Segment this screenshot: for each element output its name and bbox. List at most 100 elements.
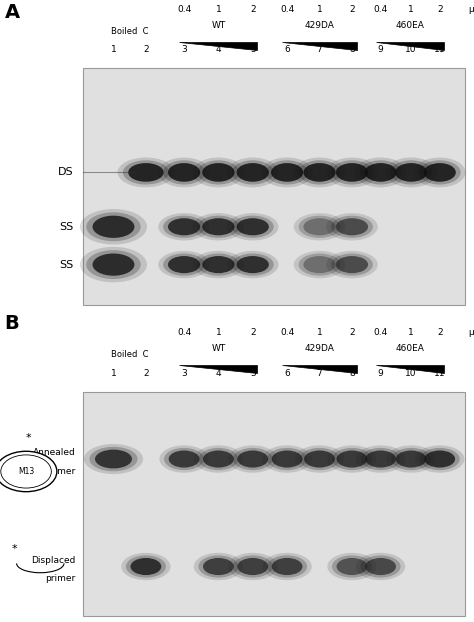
- Ellipse shape: [130, 558, 161, 575]
- Ellipse shape: [332, 448, 372, 470]
- Ellipse shape: [299, 216, 340, 238]
- Text: A: A: [5, 3, 20, 22]
- FancyBboxPatch shape: [83, 68, 465, 305]
- Ellipse shape: [303, 163, 336, 182]
- Text: 1: 1: [408, 5, 414, 14]
- Ellipse shape: [355, 157, 406, 187]
- Text: WT: WT: [211, 344, 226, 353]
- Text: 429DA: 429DA: [305, 21, 335, 30]
- Text: WT: WT: [211, 21, 226, 30]
- Text: DS: DS: [58, 167, 73, 177]
- Ellipse shape: [194, 553, 243, 580]
- Text: 10: 10: [405, 45, 417, 54]
- Ellipse shape: [294, 213, 345, 241]
- Ellipse shape: [300, 448, 339, 470]
- Polygon shape: [283, 366, 357, 373]
- Ellipse shape: [391, 448, 431, 470]
- Ellipse shape: [233, 448, 273, 470]
- Ellipse shape: [336, 256, 368, 273]
- Text: 460EA: 460EA: [396, 344, 425, 353]
- Text: 8: 8: [349, 369, 355, 378]
- Ellipse shape: [336, 218, 368, 235]
- Ellipse shape: [263, 553, 312, 580]
- Ellipse shape: [198, 160, 239, 185]
- FancyBboxPatch shape: [83, 392, 465, 616]
- Text: SS: SS: [59, 222, 73, 232]
- Text: Annealed: Annealed: [33, 448, 76, 457]
- Ellipse shape: [267, 555, 307, 578]
- Ellipse shape: [169, 450, 200, 468]
- Ellipse shape: [263, 445, 312, 473]
- Ellipse shape: [294, 251, 345, 278]
- Ellipse shape: [227, 157, 279, 187]
- Ellipse shape: [261, 157, 313, 187]
- Ellipse shape: [128, 163, 164, 182]
- Polygon shape: [179, 42, 257, 50]
- Ellipse shape: [326, 213, 378, 241]
- Ellipse shape: [328, 445, 377, 473]
- Ellipse shape: [295, 445, 344, 473]
- Text: 6: 6: [284, 45, 290, 54]
- Ellipse shape: [126, 555, 166, 578]
- Ellipse shape: [95, 450, 132, 468]
- Ellipse shape: [396, 450, 427, 468]
- Text: 0.4: 0.4: [280, 328, 294, 337]
- Text: 1: 1: [408, 328, 414, 337]
- Text: SS: SS: [59, 259, 73, 269]
- Text: Displaced: Displaced: [31, 556, 76, 565]
- Ellipse shape: [271, 163, 303, 182]
- Text: 0.4: 0.4: [374, 5, 388, 14]
- Ellipse shape: [326, 251, 378, 278]
- Ellipse shape: [194, 445, 243, 473]
- Ellipse shape: [233, 555, 273, 578]
- Text: 4: 4: [216, 369, 221, 378]
- Ellipse shape: [361, 448, 401, 470]
- Text: 1: 1: [110, 45, 116, 54]
- Ellipse shape: [337, 450, 367, 468]
- Ellipse shape: [356, 553, 405, 580]
- Text: 0.4: 0.4: [374, 328, 388, 337]
- Ellipse shape: [385, 157, 437, 187]
- Ellipse shape: [294, 157, 345, 187]
- Text: 0.4: 0.4: [280, 5, 294, 14]
- Text: *: *: [11, 544, 17, 554]
- Ellipse shape: [237, 163, 269, 182]
- Text: 2: 2: [250, 5, 255, 14]
- Text: 2: 2: [437, 5, 443, 14]
- Ellipse shape: [163, 254, 205, 276]
- Ellipse shape: [237, 256, 269, 273]
- Ellipse shape: [80, 209, 147, 244]
- Text: 3: 3: [181, 369, 187, 378]
- Ellipse shape: [198, 216, 239, 238]
- Ellipse shape: [232, 160, 273, 185]
- Ellipse shape: [272, 450, 302, 468]
- Text: 7: 7: [317, 369, 322, 378]
- Text: 1: 1: [317, 5, 322, 14]
- Ellipse shape: [199, 448, 238, 470]
- Ellipse shape: [228, 553, 277, 580]
- Text: 2: 2: [437, 328, 443, 337]
- Ellipse shape: [365, 163, 397, 182]
- Ellipse shape: [390, 160, 432, 185]
- Ellipse shape: [203, 558, 234, 575]
- Text: 2: 2: [143, 45, 149, 54]
- Ellipse shape: [304, 450, 335, 468]
- Polygon shape: [376, 366, 445, 373]
- Text: 2: 2: [349, 328, 355, 337]
- Polygon shape: [283, 42, 357, 50]
- Ellipse shape: [331, 160, 373, 185]
- Ellipse shape: [192, 251, 244, 278]
- Text: 0.4: 0.4: [177, 328, 191, 337]
- Ellipse shape: [299, 254, 340, 276]
- Ellipse shape: [331, 216, 373, 238]
- Text: μg Tag: μg Tag: [469, 5, 474, 14]
- Ellipse shape: [360, 160, 401, 185]
- Ellipse shape: [237, 558, 268, 575]
- Ellipse shape: [198, 254, 239, 276]
- Ellipse shape: [158, 213, 210, 241]
- Text: primer: primer: [46, 575, 76, 583]
- Ellipse shape: [227, 251, 279, 278]
- Ellipse shape: [159, 445, 209, 473]
- Ellipse shape: [123, 160, 169, 185]
- Ellipse shape: [92, 254, 135, 276]
